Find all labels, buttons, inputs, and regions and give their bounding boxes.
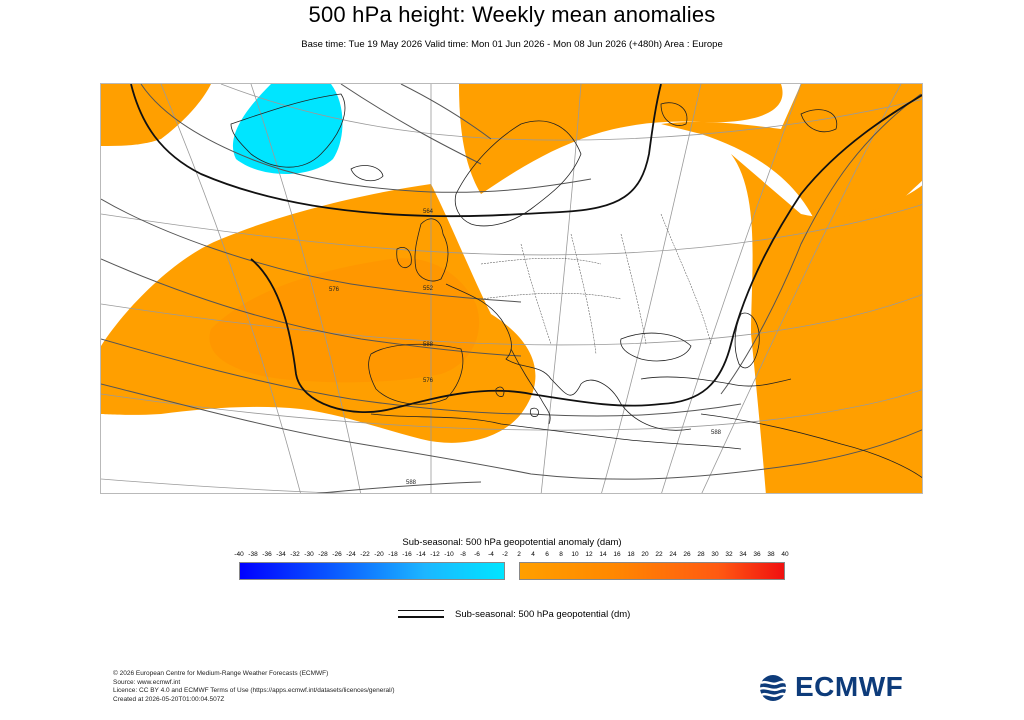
contour-legend-label: Sub-seasonal: 500 hPa geopotential (dm) bbox=[455, 609, 631, 620]
page-subtitle: Base time: Tue 19 May 2026 Valid time: M… bbox=[301, 39, 723, 50]
anomaly-core bbox=[209, 258, 480, 383]
colorbar-tick-label: 10 bbox=[571, 551, 579, 558]
ecmwf-logo[interactable]: ECMWF bbox=[756, 671, 916, 704]
footer-copyright: © 2026 European Centre for Medium-Range … bbox=[113, 670, 329, 677]
colorbar-tick-label: -16 bbox=[402, 551, 412, 558]
colorbar-tick-label: 12 bbox=[585, 551, 593, 558]
colorbar-tick-label: 20 bbox=[641, 551, 649, 558]
colorbar-tick-label: -22 bbox=[360, 551, 370, 558]
colorbar-tick-label: -4 bbox=[488, 551, 494, 558]
colorbar-tick-label: 40 bbox=[781, 551, 789, 558]
contour-labels: 564 576 552 576 588 588 588 bbox=[329, 209, 722, 486]
colorbar-tick-label: -18 bbox=[388, 551, 398, 558]
borders bbox=[480, 213, 712, 355]
contour-legend-line bbox=[398, 610, 444, 618]
colorbar-tick-label: -20 bbox=[374, 551, 384, 558]
colorbar-tick-label: -2 bbox=[502, 551, 508, 558]
contour-label-564: 564 bbox=[423, 209, 434, 215]
contour-label-552: 552 bbox=[423, 286, 434, 292]
colorbar-tick-label: -12 bbox=[430, 551, 440, 558]
colorbar-tick-label: -36 bbox=[262, 551, 272, 558]
colorbar-tick-label: 28 bbox=[697, 551, 705, 558]
geopotential-contours bbox=[101, 84, 922, 493]
footer-source: Source: www.ecmwf.int bbox=[113, 678, 181, 686]
coastlines bbox=[230, 93, 922, 479]
colorbar-tick-label: 18 bbox=[627, 551, 635, 558]
contour-label-576a: 576 bbox=[329, 287, 340, 293]
ecmwf-logo-icon bbox=[758, 675, 789, 701]
colorbar-tick-label: -40 bbox=[234, 551, 244, 558]
footer-created: Created at 2026-05-20T01:00:04.507Z bbox=[113, 695, 225, 703]
colorbar-positive bbox=[519, 562, 785, 580]
colorbar-positive-ticks: 2 4 6 8 10 12 14 16 18 20 22 24 26 28 30 32 34 36 38 40 bbox=[517, 551, 789, 561]
page-title: 500 hPa height: Weekly mean anomalies bbox=[308, 2, 716, 27]
colorbar-tick-label: 2 bbox=[517, 551, 521, 558]
anomaly-area-east bbox=[731, 154, 922, 493]
contour-label-576b: 576 bbox=[423, 378, 434, 384]
colorbar-negative bbox=[239, 562, 505, 580]
colorbar-tick-label: 24 bbox=[669, 551, 677, 558]
colorbar-title: Sub-seasonal: 500 hPa geopotential anoma… bbox=[402, 537, 622, 548]
colorbar-tick-label: 4 bbox=[531, 551, 535, 558]
colorbar-tick-label: -28 bbox=[318, 551, 328, 558]
colorbar-tick-label: -34 bbox=[276, 551, 286, 558]
colorbar-tick-label: -32 bbox=[290, 551, 300, 558]
colorbar-tick-label: 36 bbox=[753, 551, 761, 558]
colorbar-tick-label: 30 bbox=[711, 551, 719, 558]
copyright-footer: © 2026 European Centre for Medium-Range … bbox=[113, 670, 395, 704]
negative-anomaly-greenland bbox=[232, 84, 343, 174]
anomaly-area-north-sea bbox=[459, 84, 783, 194]
graticule bbox=[101, 84, 922, 493]
colorbar-tick-label: -8 bbox=[460, 551, 466, 558]
map-svg: 564 576 552 576 588 588 588 bbox=[101, 84, 922, 493]
anomaly-area-russia bbox=[661, 84, 922, 234]
footer-licence: Licence: CC BY 4.0 and ECMWF Terms of Us… bbox=[113, 687, 395, 695]
colorbar-negative-ticks: -40 -38 -36 -34 -32 -30 -28 -26 -24 -22 -20 -18 -16-… bbox=[234, 551, 508, 561]
colorbar-tick-label: 14 bbox=[599, 551, 607, 558]
colorbar-tick-label: -30 bbox=[304, 551, 314, 558]
colorbar-tick-label: 34 bbox=[739, 551, 747, 558]
ecmwf-logo-text: ECMWF bbox=[795, 671, 904, 702]
colorbar-tick-label: -38 bbox=[248, 551, 258, 558]
colorbar-tick-label: -14 bbox=[416, 551, 426, 558]
colorbar-tick-label: -6 bbox=[474, 551, 480, 558]
anomaly-map[interactable]: 564 576 552 576 588 588 588 bbox=[100, 83, 923, 494]
colorbar-tick-label: -10 bbox=[444, 551, 454, 558]
colorbar-tick-label: -26 bbox=[332, 551, 342, 558]
colorbar-tick-label: 38 bbox=[767, 551, 775, 558]
colorbar-tick-label: 32 bbox=[725, 551, 733, 558]
contour-label-588c: 588 bbox=[423, 342, 434, 348]
colorbar-tick-label: 6 bbox=[545, 551, 549, 558]
colorbar-tick-label: -24 bbox=[346, 551, 356, 558]
colorbar-tick-label: 8 bbox=[559, 551, 563, 558]
colorbar-tick-label: 22 bbox=[655, 551, 663, 558]
contour-label-588b: 588 bbox=[406, 480, 417, 486]
colorbar-tick-label: 16 bbox=[613, 551, 621, 558]
contour-label-588a: 588 bbox=[711, 430, 722, 436]
anomaly-area-northwest bbox=[101, 84, 211, 146]
colorbar-tick-label: 26 bbox=[683, 551, 691, 558]
